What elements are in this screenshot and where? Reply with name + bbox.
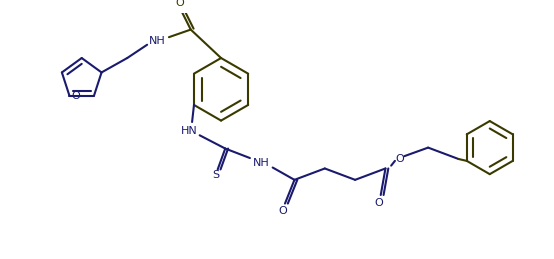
Text: HN: HN (181, 126, 198, 136)
Text: O: O (175, 0, 184, 8)
Text: S: S (212, 170, 219, 180)
Text: O: O (279, 206, 288, 216)
Text: O: O (396, 154, 404, 164)
Text: NH: NH (149, 36, 166, 46)
Text: O: O (71, 91, 80, 101)
Text: NH: NH (253, 158, 270, 168)
Text: O: O (375, 198, 383, 208)
